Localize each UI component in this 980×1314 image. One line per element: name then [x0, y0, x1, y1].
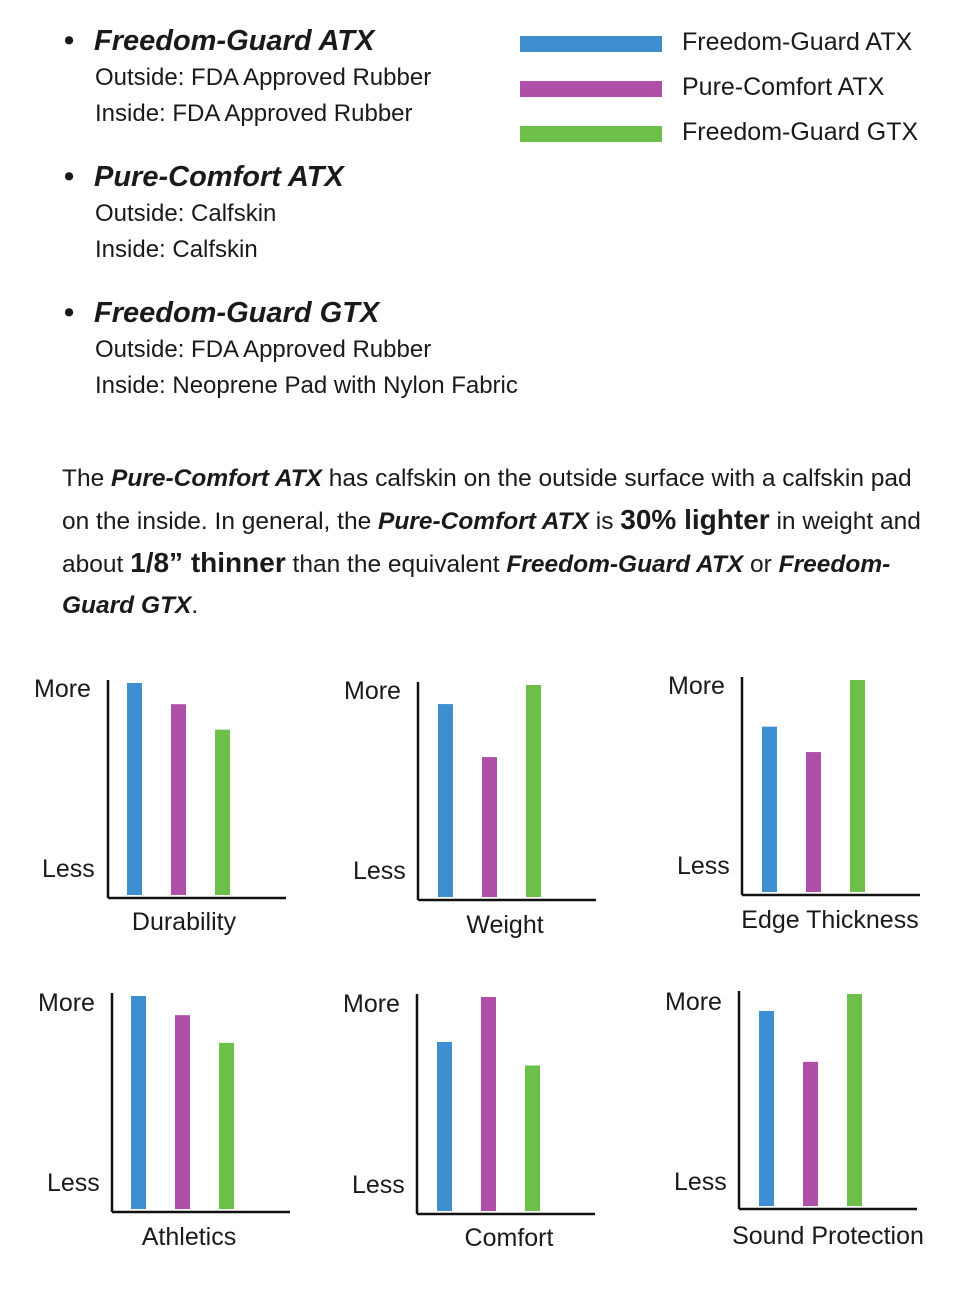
bar-freedom-guard-atx [437, 1041, 452, 1211]
bar-pure-comfort-atx [806, 752, 821, 892]
bullet-icon: • [64, 297, 75, 329]
bar-freedom-guard-gtx [219, 1042, 234, 1209]
axis-max-label: More [668, 672, 725, 700]
bar-freedom-guard-gtx [847, 994, 862, 1206]
axis-min-label: Less [677, 852, 730, 880]
bar-freedom-guard-atx [131, 996, 146, 1209]
product-inside: Inside: Calfskin [95, 236, 258, 263]
chart-durability: More Less Durability [34, 675, 286, 936]
legend-label: Pure-Comfort ATX [682, 73, 885, 101]
product-item: • Pure-Comfort ATX Outside: Calfskin Insi… [62, 158, 582, 268]
axis-max-label: More [343, 990, 400, 1018]
bar-freedom-guard-atx [127, 683, 142, 895]
bar-freedom-guard-gtx [525, 1065, 540, 1211]
bar-freedom-guard-gtx [215, 729, 230, 895]
axis-max-label: More [34, 675, 91, 703]
legend-swatch [520, 126, 662, 142]
chart-edge-thickness: More Less Edge Thickness [668, 672, 920, 934]
legend-label: Freedom-Guard ATX [682, 28, 913, 56]
product-mention: Pure-Comfort ATX [111, 465, 322, 492]
bar-freedom-guard-gtx [526, 685, 541, 897]
bar-freedom-guard-gtx [850, 680, 865, 892]
bar-freedom-guard-atx [762, 726, 777, 892]
axis-min-label: Less [47, 1169, 100, 1197]
product-outside: Outside: FDA Approved Rubber [95, 336, 432, 363]
bar-pure-comfort-atx [482, 757, 497, 897]
axis-min-label: Less [42, 855, 95, 883]
product-item: • Freedom-Guard GTX Outside: FDA Approved… [62, 294, 582, 404]
chart-title: Durability [132, 908, 237, 936]
bar-pure-comfort-atx [171, 704, 186, 895]
axis-max-label: More [665, 988, 722, 1016]
product-name: Pure-Comfort ATX [94, 161, 344, 193]
legend-swatch [520, 36, 662, 52]
chart-title: Edge Thickness [741, 906, 918, 934]
chart-comfort: More Less Comfort [343, 990, 595, 1252]
product-outside: Outside: Calfskin [95, 200, 277, 227]
axis-min-label: Less [352, 1171, 405, 1199]
weight-highlight: 30% lighter [620, 504, 770, 535]
product-name: Freedom-Guard ATX [94, 25, 375, 57]
bar-pure-comfort-atx [175, 1015, 190, 1209]
axis-min-label: Less [353, 857, 406, 885]
axis-min-label: Less [674, 1168, 727, 1196]
bullet-icon: • [64, 25, 75, 57]
legend-item: Freedom-Guard GTX [518, 116, 958, 161]
chart-title: Athletics [142, 1223, 236, 1251]
product-mention: Pure-Comfort ATX [378, 508, 589, 535]
product-item: • Freedom-Guard ATX Outside: FDA Approved… [62, 22, 582, 132]
product-outside: Outside: FDA Approved Rubber [95, 64, 432, 91]
bar-freedom-guard-atx [759, 1010, 774, 1206]
chart-title: Comfort [465, 1224, 554, 1252]
chart-title: Weight [466, 911, 543, 939]
legend-item: Pure-Comfort ATX [518, 71, 958, 116]
product-mention: Freedom-Guard ATX [506, 551, 744, 578]
chart-weight: More Less Weight [344, 677, 596, 939]
chart-title: Sound Protection [732, 1222, 924, 1250]
bullet-icon: • [64, 161, 75, 193]
product-inside: Inside: Neoprene Pad with Nylon Fabric [95, 372, 518, 399]
product-list: • Freedom-Guard ATX Outside: FDA Approved… [62, 22, 582, 430]
legend-label: Freedom-Guard GTX [682, 118, 919, 146]
product-name: Freedom-Guard GTX [94, 297, 380, 329]
chart-legend: Freedom-Guard ATX Pure-Comfort ATX Freed… [518, 26, 958, 161]
comparison-charts: More Less Durability More Less Weight More Less… [34, 672, 924, 1252]
legend-swatch [520, 81, 662, 97]
product-mention: Freedom-Guard GTX [62, 551, 891, 619]
legend-item: Freedom-Guard ATX [518, 26, 958, 71]
axis-max-label: More [344, 677, 401, 705]
chart-athletics: More Less Athletics [38, 989, 290, 1251]
axis-max-label: More [38, 989, 95, 1017]
bar-pure-comfort-atx [481, 997, 496, 1211]
summary-paragraph: The Pure-Comfort ATX has calfskin on the… [62, 465, 921, 619]
bar-pure-comfort-atx [803, 1061, 818, 1206]
product-inside: Inside: FDA Approved Rubber [95, 100, 413, 127]
bar-freedom-guard-atx [438, 704, 453, 897]
thickness-highlight: 1/8” thinner [130, 547, 286, 578]
